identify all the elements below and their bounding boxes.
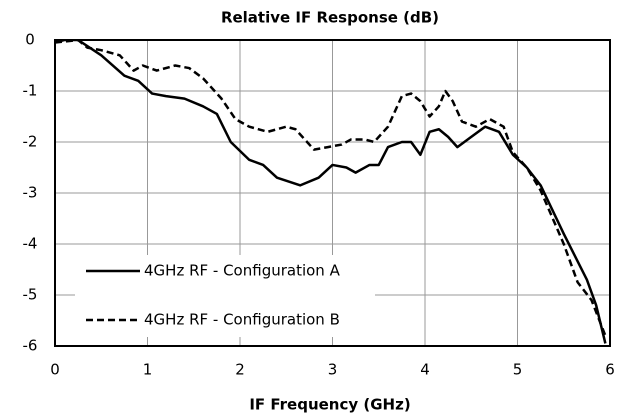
x-tick-label: 2 xyxy=(235,361,245,379)
plot-border xyxy=(54,39,611,347)
x-tick-label: 6 xyxy=(605,361,615,379)
x-tick-label: 1 xyxy=(143,361,153,379)
legend-label: 4GHz RF - Configuration B xyxy=(144,311,340,329)
y-tick-label: -5 xyxy=(23,286,38,304)
legend-label: 4GHz RF - Configuration A xyxy=(144,262,341,280)
x-tick-label: 3 xyxy=(328,361,338,379)
data-line xyxy=(55,40,607,344)
y-tick-label: 0 xyxy=(25,31,35,49)
y-tick-label: -1 xyxy=(23,82,38,100)
y-tick-label: -4 xyxy=(23,235,38,253)
chart-title: Relative IF Response (dB) xyxy=(221,9,439,27)
data-line xyxy=(55,40,607,337)
x-tick-label: 0 xyxy=(50,361,60,379)
x-tick-label: 4 xyxy=(420,361,430,379)
y-tick-label: -3 xyxy=(23,184,38,202)
legend-box xyxy=(75,255,375,337)
x-axis-label: IF Frequency (GHz) xyxy=(249,396,410,414)
y-tick-label: -6 xyxy=(23,337,38,355)
x-tick-label: 5 xyxy=(513,361,523,379)
y-tick-label: -2 xyxy=(23,133,38,151)
